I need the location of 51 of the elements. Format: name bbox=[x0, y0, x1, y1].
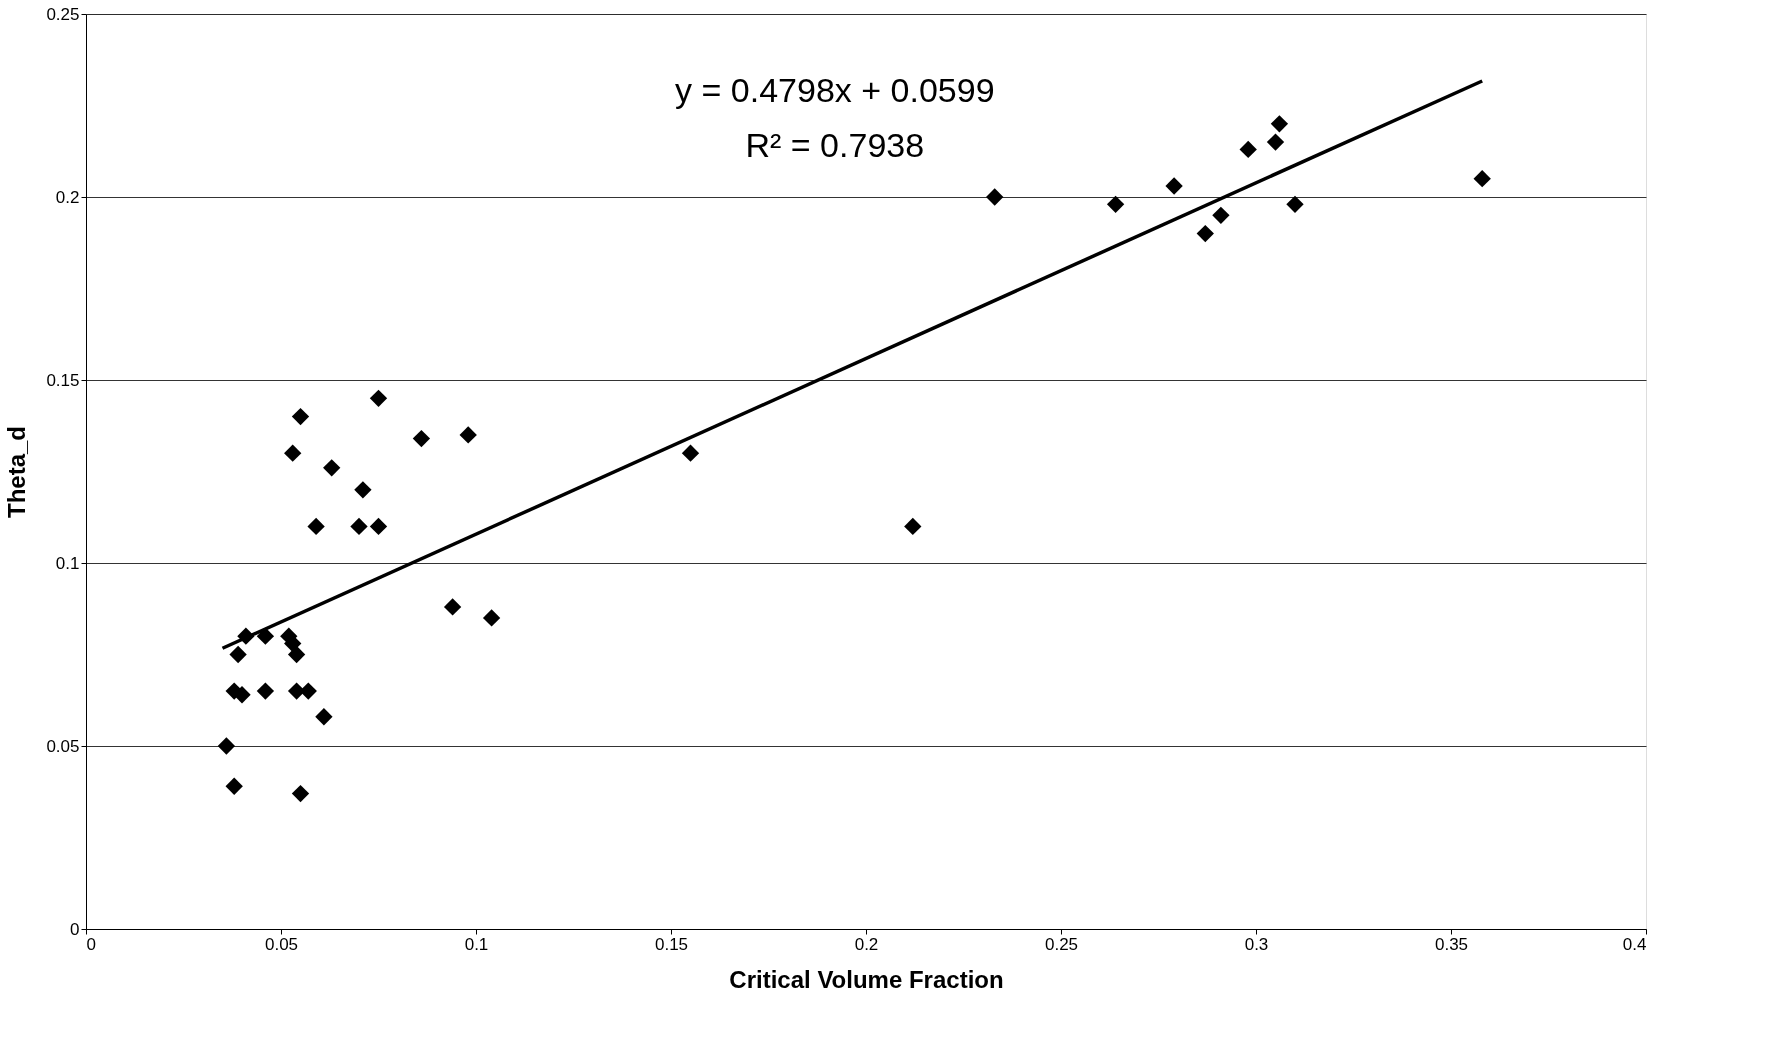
x-tick-label: 0.1 bbox=[464, 934, 489, 954]
x-tick-label: 0.05 bbox=[264, 934, 299, 954]
point bbox=[443, 598, 462, 616]
point bbox=[307, 517, 325, 536]
annotation: y = 0.4798x + 0.0599 bbox=[675, 71, 995, 109]
x-tick-label: 0.35 bbox=[1434, 934, 1469, 954]
point bbox=[1270, 115, 1289, 133]
point bbox=[284, 444, 302, 462]
x-tick-label: 0.2 bbox=[854, 934, 879, 954]
point bbox=[369, 517, 388, 536]
y-tick-label: 0.05 bbox=[46, 736, 80, 756]
point bbox=[904, 517, 922, 536]
point bbox=[1266, 133, 1285, 151]
point bbox=[1196, 224, 1214, 243]
point bbox=[1286, 195, 1304, 213]
point bbox=[459, 426, 477, 444]
point bbox=[681, 444, 700, 462]
point bbox=[291, 784, 310, 803]
y-tick-label: 0.1 bbox=[55, 553, 80, 573]
x-tick-label: 0.15 bbox=[654, 934, 689, 954]
x-axis-title: Critical Volume Fraction bbox=[729, 965, 1004, 993]
point bbox=[315, 708, 333, 726]
point bbox=[256, 627, 275, 645]
x-tick-label: 0.4 bbox=[1622, 934, 1647, 954]
point bbox=[1165, 177, 1183, 195]
point bbox=[986, 188, 1004, 206]
y-tick-label: 0 bbox=[70, 919, 80, 939]
point bbox=[482, 609, 501, 627]
point bbox=[323, 459, 341, 477]
point bbox=[229, 645, 247, 664]
point bbox=[217, 737, 236, 755]
point bbox=[354, 481, 372, 499]
y-axis-title: Theta_d bbox=[3, 425, 31, 519]
point bbox=[369, 389, 388, 407]
point bbox=[225, 777, 243, 795]
y-tick-label: 0.2 bbox=[55, 187, 80, 207]
point bbox=[1473, 170, 1491, 188]
x-tick-label: 0.3 bbox=[1244, 934, 1269, 954]
x-tick-label: 0 bbox=[86, 934, 96, 954]
point bbox=[350, 517, 368, 536]
y-tick-label: 0.25 bbox=[46, 4, 80, 24]
point bbox=[1212, 206, 1230, 224]
point bbox=[287, 645, 306, 664]
point bbox=[256, 682, 275, 700]
point bbox=[1239, 140, 1257, 159]
point bbox=[412, 429, 431, 448]
x-tick-label: 0.25 bbox=[1044, 934, 1079, 954]
point bbox=[291, 407, 310, 426]
y-tick-label: 0.15 bbox=[46, 370, 80, 390]
point bbox=[1106, 195, 1125, 213]
annotation: R² = 0.7938 bbox=[745, 126, 925, 164]
